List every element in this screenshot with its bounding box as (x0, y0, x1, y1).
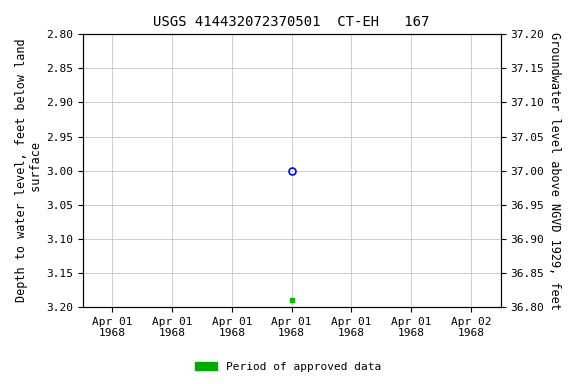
Legend: Period of approved data: Period of approved data (191, 358, 385, 377)
Title: USGS 414432072370501  CT-EH   167: USGS 414432072370501 CT-EH 167 (153, 15, 430, 29)
Y-axis label: Groundwater level above NGVD 1929, feet: Groundwater level above NGVD 1929, feet (548, 32, 561, 310)
Y-axis label: Depth to water level, feet below land
 surface: Depth to water level, feet below land su… (15, 39, 43, 303)
